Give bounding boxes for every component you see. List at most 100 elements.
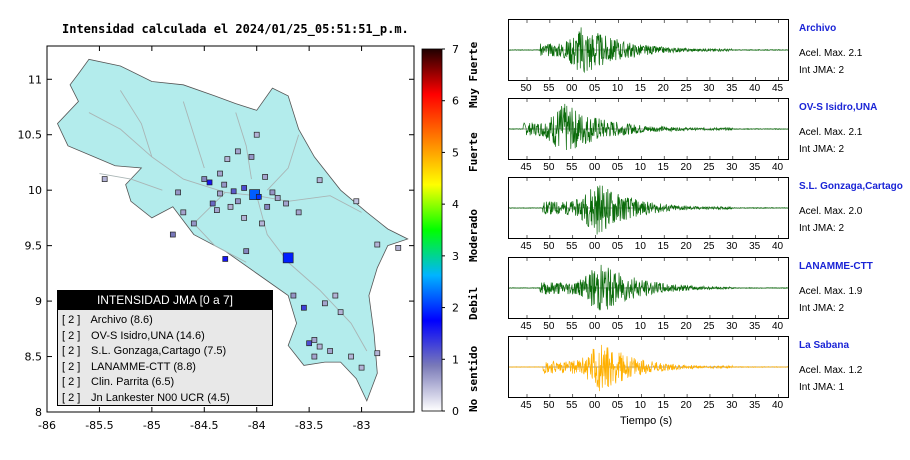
waveform-tick-label: 35 <box>749 321 761 332</box>
station-marker[interactable] <box>222 256 229 262</box>
waveform-tick-label: 45 <box>771 83 784 94</box>
station-marker[interactable] <box>274 195 281 201</box>
waveform-tick-label: 45 <box>520 241 532 252</box>
station-marker[interactable] <box>395 245 402 251</box>
waveform-tick-label: 10 <box>611 83 624 94</box>
station-jma-intensity: Int JMA: 2 <box>799 223 845 234</box>
station-marker[interactable] <box>311 337 318 343</box>
station-max-accel: Acel. Max. 1.2 <box>799 365 863 376</box>
station-marker[interactable] <box>224 156 231 162</box>
waveform-tick-label: 10 <box>634 321 646 332</box>
waveform-tick-label: 15 <box>657 162 669 173</box>
station-marker[interactable] <box>227 203 234 210</box>
station-marker[interactable] <box>283 200 289 207</box>
station-marker[interactable] <box>311 353 318 360</box>
station-marker[interactable] <box>348 353 354 360</box>
station-marker[interactable] <box>290 292 297 299</box>
station-marker[interactable] <box>190 220 197 227</box>
map-y-tick-label: 10.5 <box>18 129 43 142</box>
legend-item-level: [ 2 ] <box>62 391 81 404</box>
waveform-tick-label: 15 <box>634 83 646 94</box>
station-marker[interactable] <box>241 185 247 191</box>
station-marker[interactable] <box>175 189 181 196</box>
waveform-tick-label: 40 <box>771 400 784 411</box>
colorbar-tick-label: 6 <box>452 95 459 108</box>
map-title: Intensidad calculada el 2024/01/25_05:51… <box>62 22 409 36</box>
waveform-panel <box>508 19 789 81</box>
station-marker[interactable] <box>327 348 333 354</box>
waveform-tick-label: 30 <box>726 400 738 411</box>
waveform-tick-label: 20 <box>680 162 692 173</box>
station-marker[interactable] <box>295 209 302 216</box>
waveform-tick-label: 20 <box>657 83 669 94</box>
station-jma-intensity: Int JMA: 2 <box>799 303 845 314</box>
station-marker[interactable] <box>269 189 276 196</box>
waveform-tick-label: 50 <box>543 321 555 332</box>
station-marker[interactable] <box>217 170 223 177</box>
station-marker[interactable] <box>180 209 187 216</box>
station-marker[interactable] <box>316 177 323 184</box>
colorbar-tick-label: 0 <box>452 405 459 418</box>
legend-item: [ 2 ] Jn Lankester N00 UCR (4.5) <box>62 391 272 407</box>
station-marker[interactable] <box>253 131 260 138</box>
waveform-tick-label: 45 <box>520 400 532 411</box>
waveform-tick-label: 25 <box>703 241 715 252</box>
station-marker[interactable] <box>230 188 237 195</box>
legend-list: [ 2 ] Archivo (8.6)[ 2 ] OV-S Isidro,UNA… <box>58 310 272 406</box>
station-marker[interactable] <box>374 350 381 357</box>
station-marker[interactable] <box>206 179 213 186</box>
waveform-tick-label: 00 <box>589 241 601 252</box>
waveform-tick-label: 05 <box>611 400 624 411</box>
station-marker[interactable] <box>169 231 176 238</box>
station-marker[interactable] <box>214 207 220 213</box>
waveform-tick-label: 35 <box>726 83 738 94</box>
station-name-link[interactable]: La Sabana <box>799 340 850 351</box>
station-marker[interactable] <box>301 304 307 311</box>
station-marker[interactable] <box>221 181 228 188</box>
road-line <box>193 192 247 263</box>
waveform-tick-label: 00 <box>566 83 578 94</box>
station-name-link[interactable]: Archivo <box>799 23 837 34</box>
station-marker[interactable] <box>209 200 216 207</box>
station-marker[interactable] <box>306 340 312 347</box>
station-marker[interactable] <box>332 292 339 299</box>
station-marker[interactable] <box>337 309 344 316</box>
station-max-accel: Acel. Max. 2.0 <box>799 206 863 217</box>
station-marker[interactable] <box>243 248 250 255</box>
waveform-tick-label: 30 <box>726 321 738 332</box>
waveform-tick-label: 10 <box>634 241 646 252</box>
station-marker[interactable] <box>248 154 255 160</box>
station-marker[interactable] <box>259 220 265 227</box>
station-marker[interactable] <box>262 174 268 180</box>
station-marker[interactable] <box>358 364 365 371</box>
station-marker[interactable] <box>101 176 108 182</box>
station-marker[interactable] <box>282 252 294 264</box>
waveform-tick-label: 20 <box>680 321 692 332</box>
waveform-trace <box>509 27 788 74</box>
station-marker[interactable] <box>234 148 241 155</box>
station-name-link[interactable]: S.L. Gonzaga,Cartago <box>799 181 903 192</box>
station-marker[interactable] <box>217 190 223 197</box>
station-marker[interactable] <box>201 176 208 182</box>
station-marker[interactable] <box>264 203 271 210</box>
legend-item-label: Jn Lankester N00 UCR (4.5) <box>88 391 230 404</box>
waveform-tick-label: 10 <box>634 162 646 173</box>
station-marker[interactable] <box>374 241 381 248</box>
waveform-tick-label: 55 <box>566 321 578 332</box>
legend-item-label: Clin. Parrita (6.5) <box>88 376 175 388</box>
station-marker[interactable] <box>241 215 247 221</box>
intensity-map: -86 -85.5 -85 -84.5 -84 -83.5 -831110.5109.598… <box>18 41 481 432</box>
station-marker[interactable] <box>234 198 241 205</box>
waveform-tick-label: 05 <box>611 321 624 332</box>
waveform-tick-label: 25 <box>703 321 715 332</box>
station-marker[interactable] <box>316 343 323 350</box>
station-marker[interactable] <box>322 300 328 307</box>
station-marker[interactable] <box>255 193 262 200</box>
station-name-link[interactable]: OV-S Isidro,UNA <box>799 102 878 113</box>
waveform-tick-label: 35 <box>749 400 761 411</box>
station-jma-intensity: Int JMA: 2 <box>799 144 845 155</box>
station-marker[interactable] <box>353 198 360 205</box>
costa-rica-landmass <box>57 58 409 402</box>
map-y-tick-label: 9.5 <box>25 240 43 253</box>
station-name-link[interactable]: LANAMME-CTT <box>799 261 873 272</box>
